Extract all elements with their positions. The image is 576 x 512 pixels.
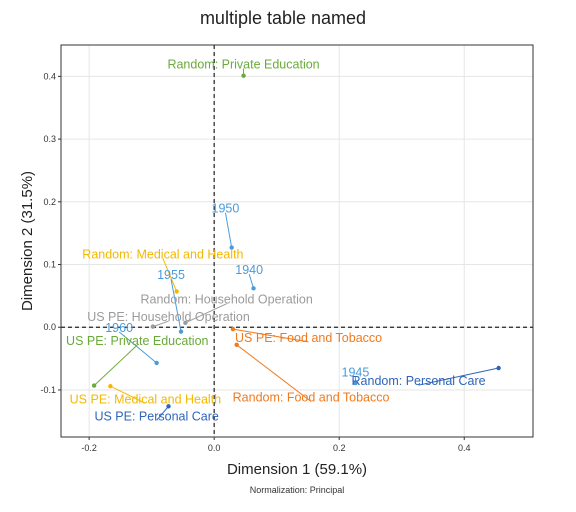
point-label: US PE: Personal Care	[94, 409, 218, 423]
point-label: Random: Household Operation	[141, 293, 313, 307]
point-label: 1950	[212, 202, 240, 216]
leader-line	[248, 274, 255, 289]
x-axis-label: Dimension 1 (59.1%)	[227, 461, 367, 478]
y-axis-ticks: -0.1 0.0 0.1 0.2 0.3 0.4	[40, 71, 61, 395]
y-tick-label: 0.2	[43, 197, 56, 207]
y-tick-label: 0.1	[43, 260, 56, 270]
data-point	[251, 286, 256, 291]
x-tick-label: -0.2	[81, 443, 97, 453]
leader-line	[236, 344, 312, 402]
leader-line	[110, 385, 146, 404]
label-leader-lines	[93, 68, 499, 421]
reference-lines	[61, 45, 533, 437]
y-tick-label: 0.0	[43, 322, 56, 332]
x-tick-label: 0.2	[333, 443, 346, 453]
plot-frame	[60, 44, 534, 438]
y-tick-label: 0.4	[43, 71, 56, 81]
normalization-note: Normalization: Principal	[250, 485, 345, 495]
data-point	[230, 326, 236, 332]
point-label: 1955	[157, 268, 185, 282]
point-label: US PE: Private Education	[66, 334, 208, 348]
point-label: 1960	[105, 321, 133, 335]
point-label: Random: Medical and Health	[82, 247, 243, 261]
x-axis-ticks: -0.2 0.0 0.2 0.4	[81, 437, 470, 453]
leader-line	[118, 331, 157, 364]
leader-line	[152, 320, 169, 328]
data-point	[178, 329, 184, 334]
data-point	[353, 380, 358, 386]
data-point	[150, 324, 156, 329]
y-tick-label: 0.3	[43, 134, 56, 144]
y-axis-label: Dimension 2 (31.5%)	[19, 171, 36, 311]
point-label: US PE: Medical and Health	[70, 392, 222, 406]
leader-line	[156, 405, 169, 421]
leader-line	[418, 367, 499, 386]
leader-line	[224, 212, 233, 248]
point-label: US PE: Food and Tobacco	[235, 331, 382, 345]
leader-line	[170, 279, 182, 332]
point-label: 1945	[342, 365, 370, 379]
data-point	[229, 245, 234, 250]
data-point	[234, 342, 239, 348]
x-tick-label: 0.4	[458, 443, 471, 453]
chart-title: multiple table named	[200, 8, 366, 28]
data-point	[241, 73, 246, 78]
data-point	[174, 289, 179, 294]
data-point	[496, 365, 501, 371]
x-tick-label: 0.0	[208, 443, 221, 453]
leader-line	[232, 328, 309, 343]
y-tick-label: -0.1	[40, 385, 56, 395]
data-point	[154, 360, 159, 366]
point-label: Random: Private Education	[167, 57, 319, 71]
point-label: Random: Personal Care	[352, 374, 486, 388]
data-point	[166, 404, 171, 409]
data-points	[91, 73, 501, 409]
data-point	[108, 383, 113, 389]
data-point	[91, 383, 97, 388]
leader-line	[162, 258, 178, 292]
leader-line	[185, 303, 227, 324]
data-point	[183, 320, 188, 326]
point-label: US PE: Household Operation	[87, 310, 250, 324]
point-label: 1940	[235, 263, 263, 277]
leader-line	[93, 344, 138, 386]
point-label: Random: Food and Tobacco	[233, 390, 390, 404]
point-labels: Random: Private Education 1950 Random: Med…	[66, 57, 486, 423]
